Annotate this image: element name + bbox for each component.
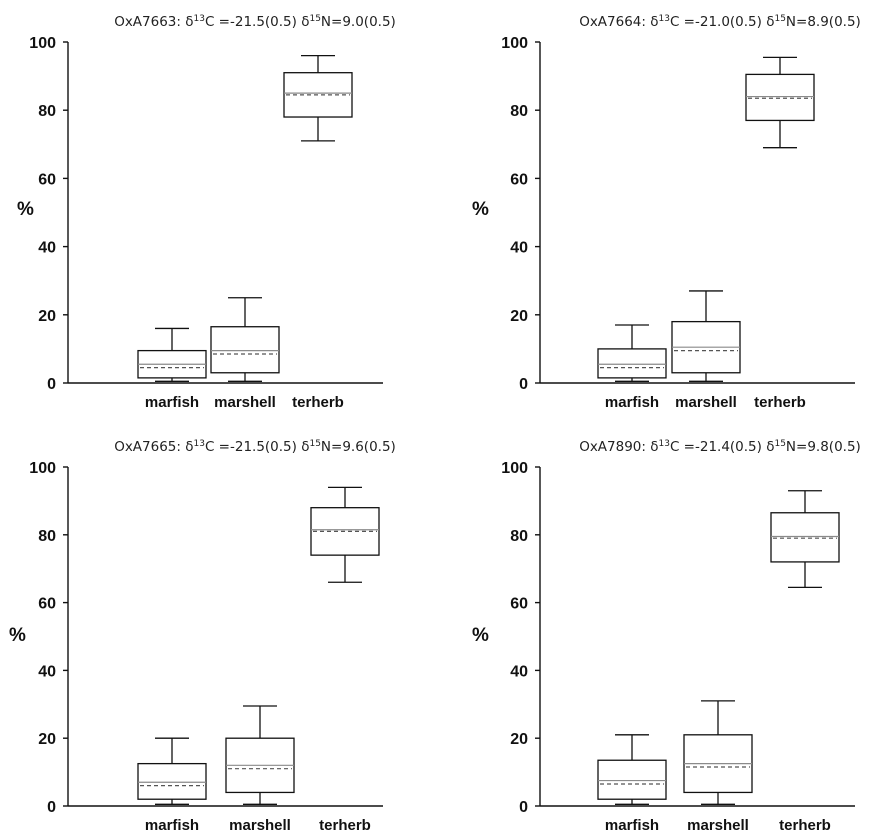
- box-terherb: [770, 490, 840, 588]
- chart-title-c-superscript: 13: [659, 439, 670, 449]
- chart-title-carbon: C =-21.4(0.5) δ: [670, 439, 775, 455]
- box-terherb: [310, 486, 380, 583]
- chart-title-carbon: C =-21.0(0.5) δ: [670, 14, 775, 30]
- x-tick-label-marshell: marshell: [229, 817, 291, 834]
- chart-title-prefix: OxA7665: δ: [114, 439, 193, 455]
- x-tick-label-marfish: marfish: [605, 817, 659, 834]
- y-tick-label: 80: [510, 528, 528, 545]
- box-marfish: [597, 734, 667, 805]
- y-tick-label: 40: [510, 663, 528, 680]
- x-tick-label-terherb: terherb: [319, 817, 371, 834]
- iqr-box: [597, 348, 667, 379]
- box-marshell: [225, 705, 295, 805]
- y-tick-label: 0: [47, 376, 56, 393]
- box-terherb: [745, 56, 815, 149]
- iqr-box: [745, 73, 815, 122]
- chart-panel-3: OxA7665: δ13C =-21.5(0.5) δ15N=9.6(0.5) 0…: [9, 439, 396, 834]
- x-tick-label-marfish: marfish: [145, 817, 199, 834]
- chart-title: OxA7890: δ13C =-21.4(0.5) δ15N=9.8(0.5): [579, 439, 861, 455]
- chart-panel-4: OxA7890: δ13C =-21.4(0.5) δ15N=9.8(0.5) 0…: [472, 439, 861, 834]
- box-marfish: [137, 327, 207, 382]
- chart-panel-1: OxA7663: δ13C =-21.5(0.5) δ15N=9.0(0.5) 0…: [17, 14, 396, 411]
- y-tick-label: 40: [38, 663, 56, 680]
- y-tick-label: 20: [38, 731, 56, 748]
- y-tick-label: 100: [29, 460, 56, 477]
- y-tick-label: 100: [29, 35, 56, 52]
- box-marfish: [597, 324, 667, 382]
- y-axis-label: %: [472, 199, 489, 220]
- y-tick-label: 0: [519, 376, 528, 393]
- box-marshell: [210, 297, 280, 382]
- iqr-box: [597, 759, 667, 800]
- x-tick-label-terherb: terherb: [292, 394, 344, 411]
- chart-title-carbon: C =-21.5(0.5) δ: [205, 14, 310, 30]
- x-tick-label-marshell: marshell: [214, 394, 276, 411]
- chart-title-nitrogen: N=9.0(0.5): [321, 14, 396, 30]
- chart-panel-2: OxA7664: δ13C =-21.0(0.5) δ15N=8.9(0.5) 0…: [472, 14, 861, 411]
- chart-title-nitrogen: N=9.6(0.5): [321, 439, 396, 455]
- y-tick-label: 60: [510, 171, 528, 188]
- y-tick-label: 40: [510, 240, 528, 257]
- y-axis-label: %: [17, 199, 34, 220]
- chart-title-nitrogen: N=8.9(0.5): [786, 14, 861, 30]
- y-axis-label: %: [472, 625, 489, 646]
- chart-title: OxA7663: δ13C =-21.5(0.5) δ15N=9.0(0.5): [114, 14, 396, 30]
- y-tick-label: 80: [38, 103, 56, 120]
- x-tick-label-marshell: marshell: [675, 394, 737, 411]
- x-tick-label-marfish: marfish: [605, 394, 659, 411]
- box-marshell: [683, 700, 753, 805]
- chart-title-prefix: OxA7664: δ: [579, 14, 658, 30]
- x-tick-label-marshell: marshell: [687, 817, 749, 834]
- chart-title-n-superscript: 15: [309, 439, 320, 449]
- iqr-box: [770, 512, 840, 563]
- iqr-box: [210, 326, 280, 374]
- chart-title-n-superscript: 15: [774, 14, 785, 24]
- y-tick-label: 60: [38, 596, 56, 613]
- y-tick-label: 20: [510, 308, 528, 325]
- chart-title-carbon: C =-21.5(0.5) δ: [205, 439, 310, 455]
- y-tick-label: 80: [38, 528, 56, 545]
- chart-title-c-superscript: 13: [194, 14, 205, 24]
- chart-title-c-superscript: 13: [194, 439, 205, 449]
- box-terherb: [283, 54, 353, 142]
- y-tick-label: 0: [519, 799, 528, 816]
- chart-title-prefix: OxA7890: δ: [579, 439, 658, 455]
- x-tick-label-terherb: terherb: [779, 817, 831, 834]
- box-marshell: [671, 290, 741, 382]
- y-tick-label: 60: [38, 171, 56, 188]
- y-axis-label: %: [9, 625, 26, 646]
- chart-title: OxA7664: δ13C =-21.0(0.5) δ15N=8.9(0.5): [579, 14, 861, 30]
- y-tick-label: 100: [501, 460, 528, 477]
- y-tick-label: 60: [510, 596, 528, 613]
- chart-title-nitrogen: N=9.8(0.5): [786, 439, 861, 455]
- x-tick-label-marfish: marfish: [145, 394, 199, 411]
- iqr-box: [137, 762, 207, 800]
- chart-title-n-superscript: 15: [309, 14, 320, 24]
- chart-title-c-superscript: 13: [659, 14, 670, 24]
- y-tick-label: 20: [510, 731, 528, 748]
- chart-title-n-superscript: 15: [774, 439, 785, 449]
- y-tick-label: 80: [510, 103, 528, 120]
- x-tick-label-terherb: terherb: [754, 394, 806, 411]
- y-tick-label: 100: [501, 35, 528, 52]
- chart-title-prefix: OxA7663: δ: [114, 14, 193, 30]
- y-tick-label: 40: [38, 240, 56, 257]
- chart-title: OxA7665: δ13C =-21.5(0.5) δ15N=9.6(0.5): [114, 439, 396, 455]
- box-marfish: [137, 737, 207, 805]
- y-tick-label: 0: [47, 799, 56, 816]
- y-tick-label: 20: [38, 308, 56, 325]
